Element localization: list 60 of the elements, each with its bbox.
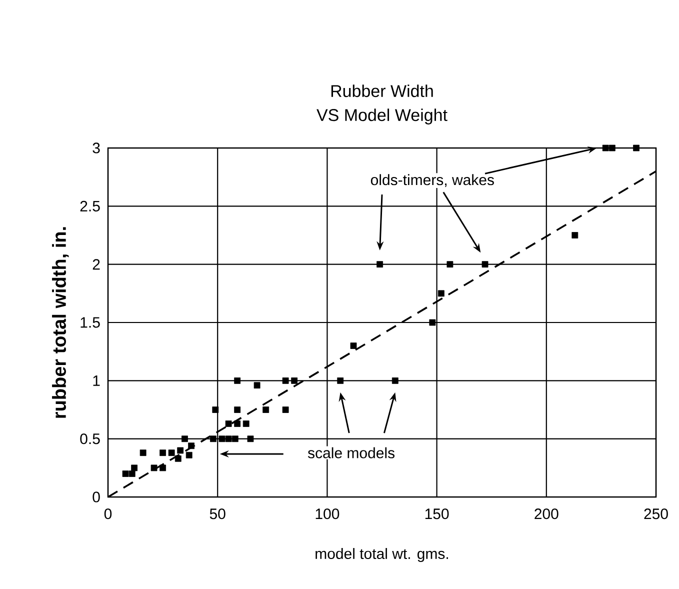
point	[234, 406, 241, 413]
point	[602, 144, 609, 152]
point	[446, 261, 454, 268]
point	[282, 377, 289, 384]
point	[429, 319, 436, 326]
point	[225, 420, 232, 427]
x-tick-label: 100	[316, 508, 340, 520]
point	[122, 470, 129, 477]
point	[177, 447, 184, 454]
point	[186, 452, 192, 458]
point	[168, 450, 175, 456]
point	[262, 406, 270, 413]
x-tick-label: 200	[534, 508, 558, 520]
x-tick-label: 0	[104, 508, 112, 520]
x-tick-label: 150	[425, 508, 449, 520]
point	[350, 342, 357, 349]
point	[247, 436, 254, 442]
y-tick-label: 2	[92, 259, 100, 270]
point	[128, 470, 136, 477]
y-tick-label: 2.5	[80, 200, 100, 212]
point	[608, 144, 616, 152]
x-tick-label: 50	[210, 508, 226, 520]
point	[282, 406, 289, 413]
point	[438, 290, 444, 297]
point	[572, 232, 578, 238]
annotation: scale models	[308, 447, 395, 458]
point	[234, 420, 241, 427]
annotation: olds-timers, wakes	[370, 174, 494, 187]
point	[160, 464, 166, 472]
point	[212, 406, 219, 413]
point	[150, 464, 158, 472]
point	[337, 377, 344, 384]
x-axis-title: model total wt. gms.	[316, 548, 448, 562]
point	[242, 420, 250, 427]
point	[140, 450, 146, 456]
point	[254, 382, 260, 389]
y-tick-label: 1	[93, 376, 100, 386]
point	[392, 377, 398, 384]
y-tick-label: 0	[92, 492, 100, 502]
y-tick-label: 0.5	[80, 434, 100, 444]
y-tick-label: 1.5	[80, 317, 100, 328]
point	[131, 464, 138, 472]
x-tick-label: 250	[644, 508, 668, 520]
point	[376, 261, 384, 268]
chart-subtitle: VS Model Weight	[316, 108, 448, 124]
point	[225, 436, 232, 442]
point	[482, 261, 488, 268]
point	[218, 436, 226, 442]
point	[188, 442, 194, 450]
point	[291, 377, 298, 384]
point	[234, 377, 241, 384]
point	[232, 436, 238, 442]
point	[160, 450, 166, 456]
point	[182, 436, 188, 442]
y-axis-title: rubber total width, in.	[52, 227, 69, 418]
point	[174, 455, 182, 462]
point	[210, 436, 216, 442]
y-tick-label: 3	[92, 142, 100, 154]
chart-title: Rubber Width	[331, 84, 433, 98]
point	[633, 144, 640, 152]
